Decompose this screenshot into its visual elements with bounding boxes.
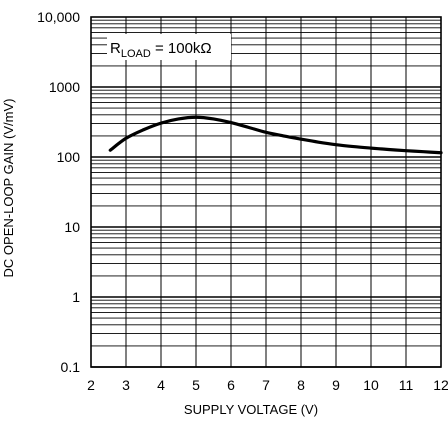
annotation-subscript: LOAD (121, 48, 151, 60)
x-tick-label: 8 (297, 377, 305, 393)
y-tick-label: 0.1 (61, 359, 81, 375)
x-tick-label: 11 (399, 377, 414, 393)
x-tick-label: 5 (192, 377, 200, 393)
grid-layer (90, 17, 442, 368)
y-tick-label: 10,000 (37, 9, 80, 25)
y-tick-label: 1 (72, 289, 80, 305)
frame-layer (90, 16, 442, 368)
x-tick-label: 9 (332, 377, 340, 393)
y-tick-label: 1000 (49, 79, 80, 95)
x-tick-label: 12 (433, 377, 448, 393)
plot-frame (90, 16, 442, 368)
x-tick-label: 7 (262, 377, 270, 393)
annotation-background (107, 34, 231, 60)
y-tick-label: 100 (57, 149, 81, 165)
rload-annotation-text: RLOAD = 100kΩ (110, 40, 212, 60)
label-layer: 2 3 4 5 6 7 8 9 10 11 12 0.1 1 10 100 1000 10,000 (37, 9, 448, 393)
x-tick-label: 10 (363, 377, 379, 393)
y-axis-title: DC OPEN-LOOP GAIN (V/mV) (1, 99, 16, 278)
gain-curve (108, 115, 443, 155)
y-tick-label: 10 (64, 219, 80, 235)
x-tick-label: 6 (227, 377, 235, 393)
x-tick-label: 4 (157, 377, 165, 393)
annotation-rest: = 100kΩ (151, 40, 212, 57)
x-axis-title: SUPPLY VOLTAGE (V) (184, 402, 318, 417)
x-tick-label: 2 (87, 377, 95, 393)
series-layer (108, 115, 443, 155)
x-tick-label: 3 (122, 377, 130, 393)
annotation-main: R (110, 40, 121, 57)
rload-annotation: RLOAD = 100kΩ (107, 34, 231, 60)
